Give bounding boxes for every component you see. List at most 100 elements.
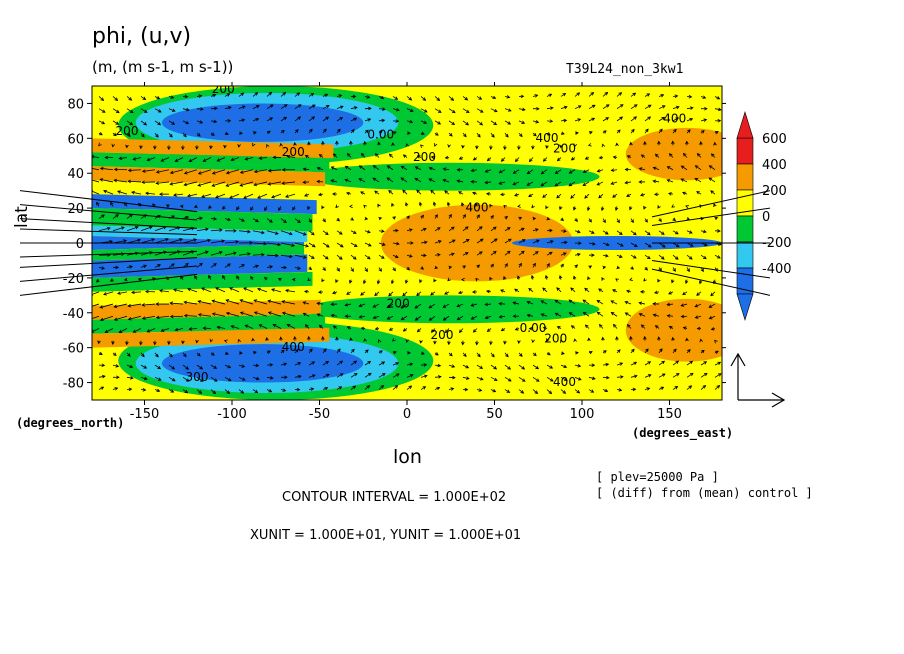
wind-vector [308, 104, 316, 110]
wind-vector-head [591, 104, 596, 109]
wind-vector-head [587, 276, 591, 281]
wind-vector-head [365, 129, 369, 134]
wind-vector-head [708, 316, 713, 320]
wind-vector-head [570, 325, 575, 329]
wind-vector [336, 242, 344, 248]
wind-vector-head [233, 251, 237, 255]
wind-vector-head [568, 312, 573, 316]
wind-vector [238, 389, 244, 394]
wind-vector-head [423, 253, 427, 258]
wind-vector-head [596, 169, 601, 173]
wind-vector [217, 326, 226, 329]
wind-vector-head [476, 264, 480, 269]
wind-vector-head [430, 292, 434, 296]
wind-vector [308, 116, 315, 122]
wind-vector-head [633, 104, 638, 108]
wind-vector [714, 254, 721, 259]
wind-vector-head [534, 251, 539, 255]
wind-vector-head [698, 280, 703, 285]
wind-vector [317, 302, 324, 305]
wind-vector-head [530, 274, 535, 279]
wind-vector [112, 364, 119, 367]
wind-vector [268, 181, 282, 185]
wind-vector-head [696, 326, 701, 331]
wind-vector [490, 352, 495, 358]
wind-vector-head [689, 106, 694, 110]
wind-vector [231, 325, 240, 329]
wind-vector [215, 287, 226, 293]
wind-vector-head [612, 289, 616, 293]
y-tick-label: -40 [63, 307, 84, 322]
wind-vector-head [710, 190, 714, 194]
wind-vector-head [449, 133, 453, 137]
wind-vector [210, 376, 218, 382]
wind-vector [512, 181, 520, 186]
wind-vector-head [442, 317, 447, 321]
wind-vector [131, 191, 142, 195]
wind-vector-head [629, 277, 633, 281]
wind-vector-head [493, 377, 498, 381]
wind-vector-head [714, 216, 719, 221]
wind-vector [268, 311, 282, 317]
wind-vector [294, 116, 301, 122]
wind-vector-head [109, 278, 114, 282]
wind-vector [112, 226, 125, 232]
wind-vector [287, 155, 296, 158]
wind-vector [238, 253, 251, 256]
wind-vector [406, 120, 413, 123]
wind-vector-head [703, 361, 708, 365]
wind-vector [602, 104, 610, 110]
wind-vector [416, 189, 422, 195]
x-tick-label: 100 [570, 407, 595, 422]
wind-vector [658, 128, 663, 134]
wind-vector [331, 314, 338, 317]
wind-vector-head [450, 97, 455, 101]
wind-vector-head [452, 375, 456, 380]
wind-vector-head [708, 165, 713, 169]
wind-vector [540, 181, 548, 187]
wind-vector-head [351, 128, 355, 133]
wind-vector-head [187, 193, 191, 198]
wind-vector [420, 386, 426, 390]
wind-vector [373, 165, 380, 171]
wind-vector-head [507, 121, 512, 125]
wind-vector-head [694, 315, 699, 319]
wind-vector [361, 153, 366, 158]
wind-vector-head [624, 180, 629, 185]
wind-vector-head [514, 288, 518, 292]
wind-vector-head [236, 206, 240, 211]
wind-vector [173, 193, 184, 196]
wind-vector [126, 108, 134, 113]
wind-vector-head [267, 168, 272, 173]
wind-vector-head [632, 387, 637, 392]
wind-vector-head [544, 274, 549, 279]
wind-vector-head [141, 303, 146, 307]
wind-vector-head [171, 378, 176, 382]
wind-vector-head [215, 195, 219, 199]
wind-vector [154, 352, 159, 358]
wind-vector-head [156, 388, 161, 393]
wind-vector-head [307, 206, 311, 211]
wind-vector-head [101, 363, 106, 368]
wind-vector [238, 218, 245, 222]
wind-vector-head [227, 364, 232, 369]
wind-vector [540, 300, 548, 305]
wind-vector-head [202, 326, 207, 330]
wind-vector-head [563, 364, 568, 369]
colorbar-segment [736, 241, 754, 269]
wind-vector-head [708, 177, 713, 181]
se-orange [442, 338, 670, 400]
wind-vector-head [432, 201, 437, 206]
wind-vector-head [353, 106, 358, 110]
wind-vector-head [470, 303, 475, 307]
wind-vector-head [503, 146, 507, 151]
wind-vector-head [428, 304, 433, 309]
wind-vector [416, 291, 422, 296]
wind-vector [114, 315, 128, 321]
wind-vector-head [702, 95, 707, 99]
wind-vector [392, 254, 399, 258]
wind-vector-head [631, 348, 635, 353]
wind-vector [406, 108, 414, 112]
wind-vector-head [330, 313, 335, 318]
edge-vector [651, 268, 771, 296]
